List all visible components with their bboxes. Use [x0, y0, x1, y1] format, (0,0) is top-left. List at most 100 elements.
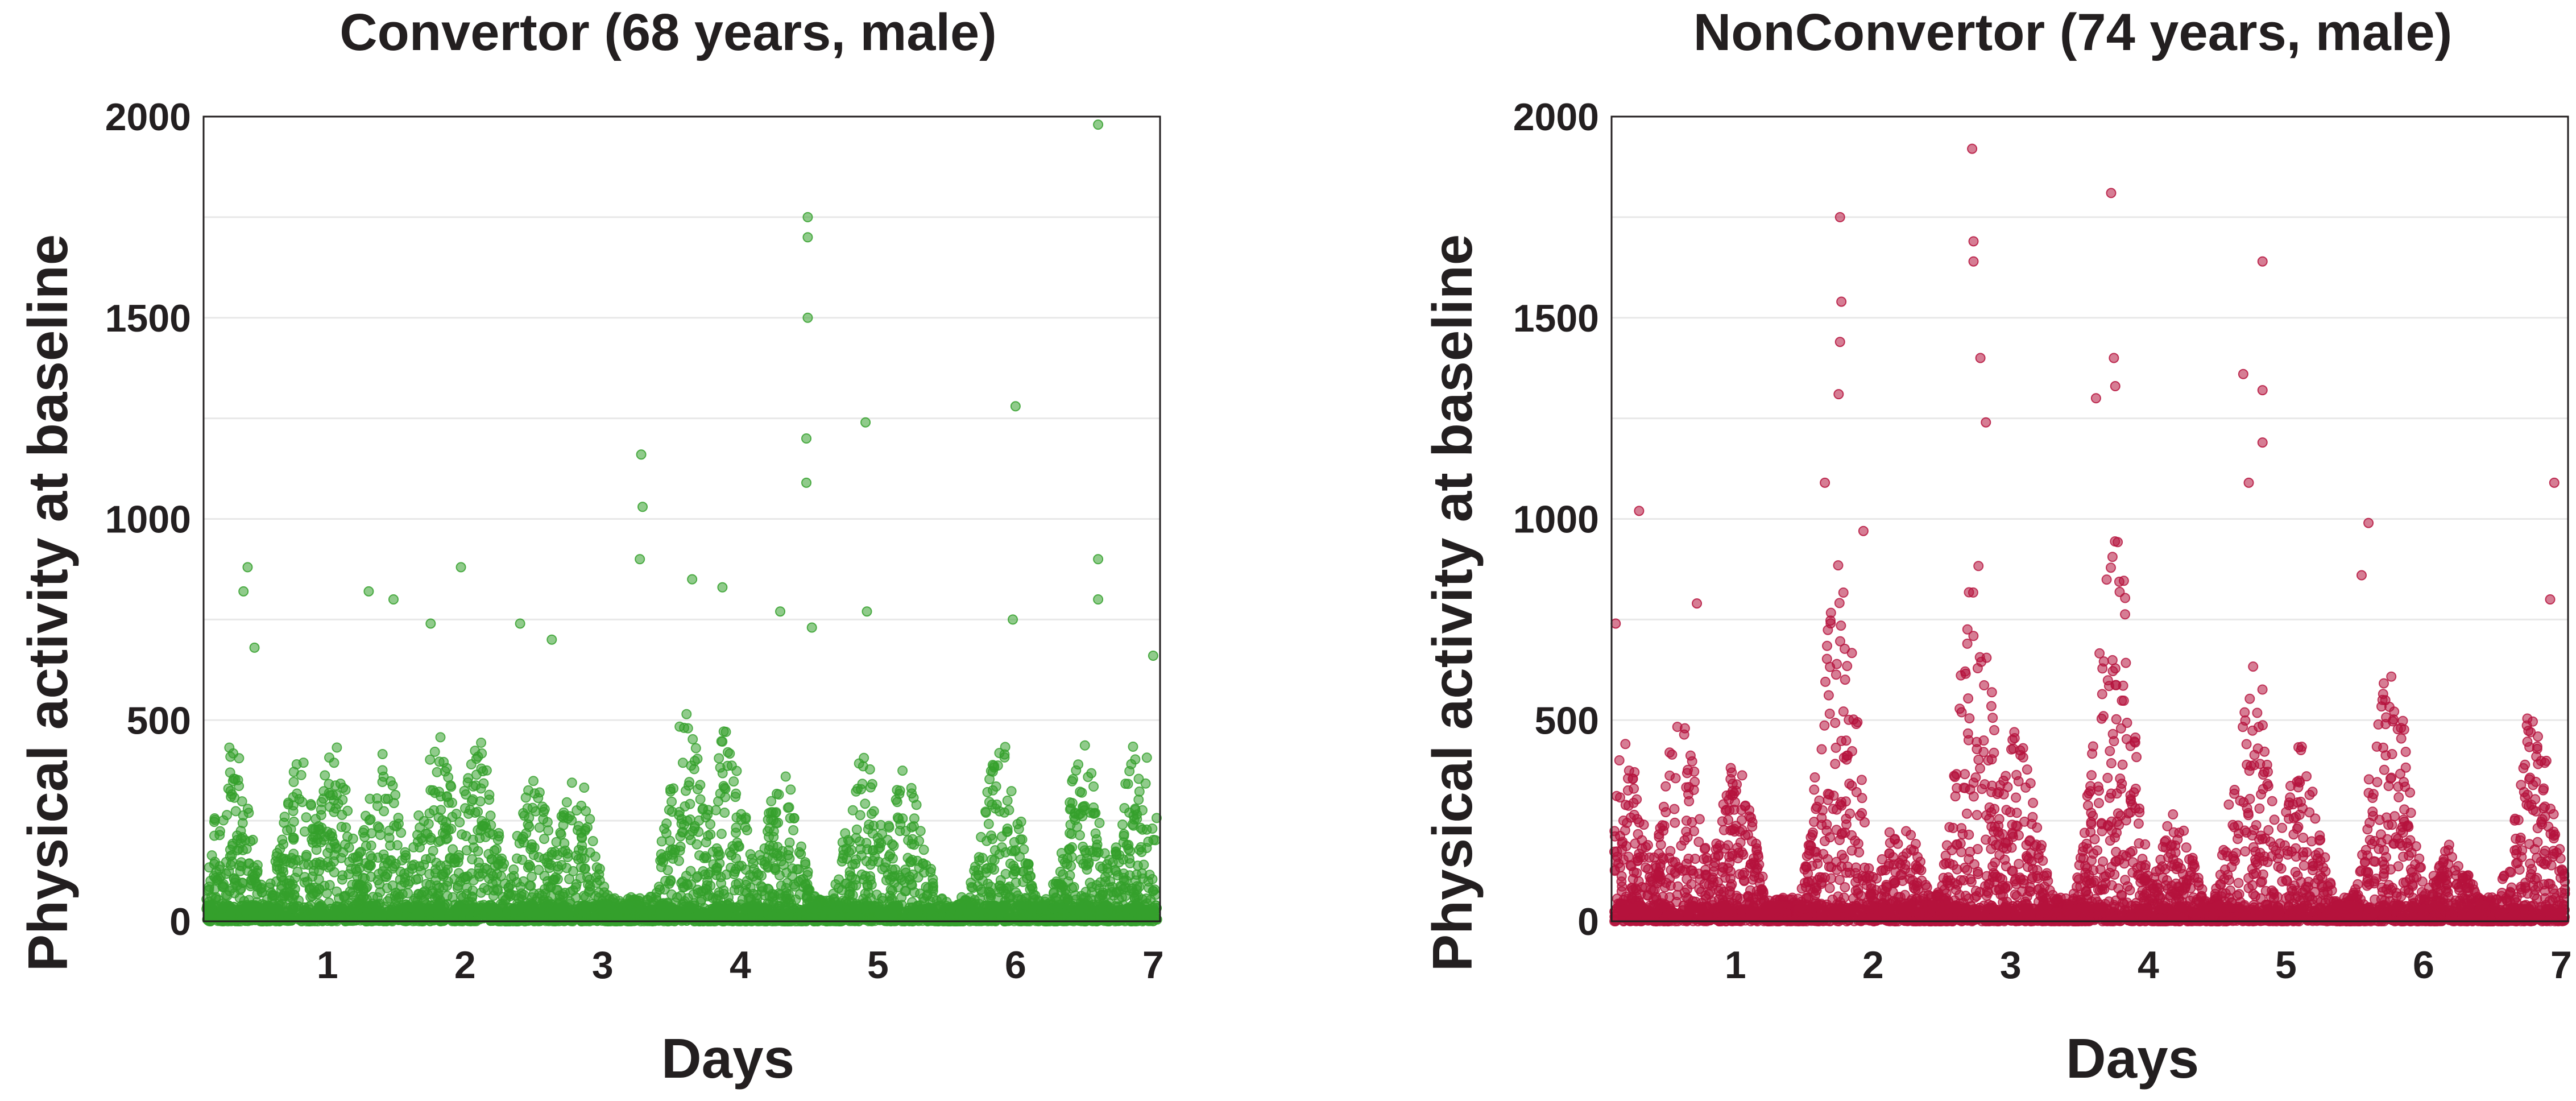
scatter-point [602, 901, 613, 912]
scatter-point [1002, 823, 1013, 834]
scatter-point [999, 749, 1010, 760]
scatter-point [644, 914, 655, 925]
scatter-point [860, 871, 871, 881]
scatter-point [433, 812, 444, 823]
scatter-point [288, 777, 299, 787]
scatter-point [665, 876, 676, 887]
scatter-point [467, 891, 477, 902]
scatter-point [1132, 903, 1142, 914]
scatter-point [527, 842, 537, 852]
scatter-point [887, 885, 898, 896]
scatter-point [804, 884, 815, 895]
scatter-point [1830, 759, 1841, 769]
scatter-point [690, 821, 700, 831]
scatter-point [1121, 840, 1132, 851]
outlier-point [862, 606, 872, 617]
scatter-point [483, 905, 494, 916]
scatter-point [908, 821, 919, 831]
scatter-point [925, 867, 936, 878]
scatter-point [527, 871, 537, 882]
scatter-point [980, 806, 991, 817]
scatter-point [217, 910, 227, 921]
scatter-point [1095, 861, 1105, 872]
scatter-point [976, 831, 987, 842]
scatter-point [542, 817, 553, 827]
scatter-point [862, 903, 872, 914]
scatter-point [1002, 795, 1013, 806]
scatter-point [718, 726, 729, 737]
outlier-point [1010, 401, 1021, 412]
scatter-point [566, 914, 577, 925]
scatter-point [461, 789, 471, 800]
x-tick-label: 1 [317, 943, 338, 987]
scatter-point [742, 825, 752, 835]
scatter-point [781, 883, 792, 893]
scatter-point [533, 914, 544, 925]
scatter-point [1141, 893, 1152, 904]
scatter-point [610, 893, 620, 904]
scatter-point [226, 789, 237, 800]
scatter-point [894, 912, 905, 922]
scatter-point [316, 804, 326, 815]
scatter-point [585, 881, 595, 892]
scatter-point [238, 845, 249, 855]
scatter-point [693, 911, 703, 922]
scatter-point [615, 904, 626, 914]
scatter-point [227, 838, 238, 849]
scatter-point [324, 779, 334, 789]
scatter-point [1141, 752, 1152, 763]
scatter-point [270, 891, 280, 901]
scatter-point [515, 881, 526, 892]
scatter-point [864, 764, 875, 775]
scatter-point [674, 855, 684, 866]
scatter-point [372, 793, 382, 804]
scatter-point [429, 746, 440, 757]
scatter-point [1000, 868, 1011, 879]
scatter-point [1809, 784, 1820, 795]
scatter-point [320, 770, 330, 781]
scatter-point [240, 835, 251, 846]
scatter-point [312, 834, 323, 845]
scatter-point [515, 903, 525, 913]
scatter-point [854, 836, 865, 847]
scatter-point [1076, 787, 1087, 798]
scatter-point [731, 765, 742, 776]
scatter-point [918, 845, 929, 855]
scatter-point [1118, 872, 1129, 883]
scatter-point [785, 784, 796, 795]
scatter-point [311, 845, 322, 855]
scatter-point [1078, 801, 1089, 812]
scatter-point [715, 762, 726, 773]
scatter-point [477, 816, 487, 826]
scatter-point [955, 908, 966, 918]
scatter-point [218, 815, 229, 826]
scatter-point [966, 881, 977, 892]
scatter-point [347, 887, 358, 898]
scatter-point [784, 837, 795, 848]
scatter-point [851, 824, 862, 835]
scatter-point [678, 827, 689, 837]
scatter-point [391, 821, 402, 832]
x-axis-label: Days [2066, 1027, 2199, 1090]
x-tick-label: 7 [1142, 943, 1164, 987]
outlier-point [635, 554, 645, 565]
scatter-point [363, 862, 374, 873]
outlier-point [802, 212, 813, 222]
scatter-point [1008, 860, 1019, 871]
scatter-point [379, 806, 390, 817]
scatter-point [499, 858, 510, 869]
outlier-point [455, 562, 466, 573]
scatter-point [423, 818, 434, 829]
scatter-point [976, 887, 987, 897]
scatter-point [1069, 914, 1080, 925]
scatter-point [905, 856, 916, 867]
scatter-point [843, 835, 854, 846]
scatter-point [869, 851, 880, 862]
scatter-point [524, 859, 535, 870]
x-tick-label: 5 [867, 943, 889, 987]
scatter-point [751, 903, 762, 914]
scatter-point [1032, 905, 1043, 915]
scatter-point [714, 753, 724, 764]
scatter-point [1068, 774, 1078, 785]
scatter-point [1136, 847, 1147, 858]
